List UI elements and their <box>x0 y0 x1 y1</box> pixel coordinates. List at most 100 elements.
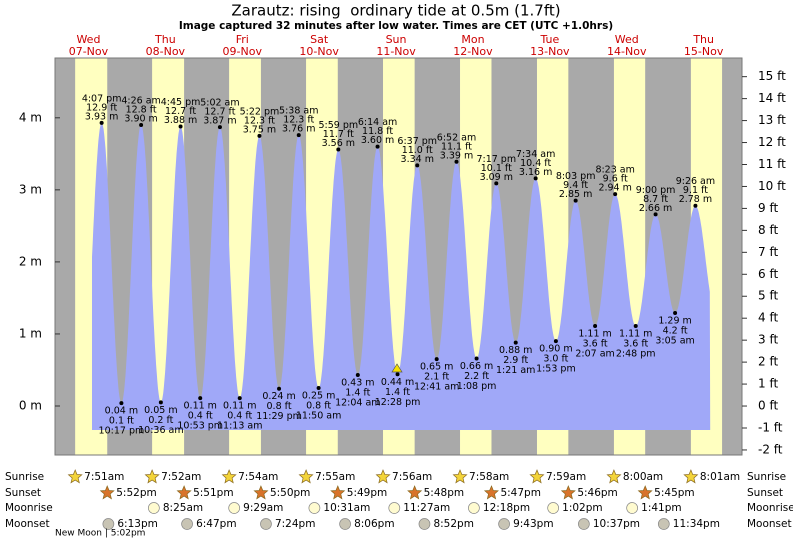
tide-point <box>99 120 104 125</box>
tide-height: 2.78 m <box>679 194 712 205</box>
almanac-time: 5:49pm <box>347 487 387 499</box>
almanac-time: 6:47pm <box>196 518 236 530</box>
tide-time: 8:23 am <box>595 165 634 176</box>
sunset-icon <box>560 485 576 500</box>
tide-height: 3.60 m <box>361 135 394 146</box>
tide-feet: 12.3 ft <box>283 115 314 126</box>
tide-feet: 0.2 ft <box>148 415 173 426</box>
tide-point <box>178 124 183 129</box>
sunset-icon <box>99 485 115 500</box>
almanac-time: 11:34pm <box>673 518 720 530</box>
tide-point <box>375 144 380 149</box>
almanac-time: 5:47pm <box>500 487 540 499</box>
tide-feet: 10.4 ft <box>520 158 551 169</box>
tide-point <box>277 386 282 391</box>
almanac-row-label: Moonrise <box>5 502 53 514</box>
tide-time: 10:36 am <box>138 425 183 436</box>
day-weekday: Thu <box>154 33 176 46</box>
tide-height: 3.09 m <box>480 172 513 183</box>
sunrise-icon <box>529 469 545 484</box>
y2-tick-label: 2 ft <box>758 355 778 369</box>
y2-tick-label: 12 ft <box>758 135 786 149</box>
tide-time: 1:21 am <box>496 365 535 376</box>
almanac-row-label: Sunrise <box>5 471 44 483</box>
y2-tick-label: -1 ft <box>758 420 783 434</box>
y2-tick-label: 9 ft <box>758 201 778 215</box>
tide-height: 1.11 m <box>578 329 611 340</box>
y2-tick-label: 3 ft <box>758 333 778 347</box>
day-date: 07-Nov <box>69 45 109 58</box>
tide-point <box>513 340 518 345</box>
day-weekday: Tue <box>539 33 559 46</box>
tide-height: 2.66 m <box>639 203 672 214</box>
tide-point <box>217 125 222 130</box>
tide-time: 5:22 pm <box>240 106 280 117</box>
tide-feet: 0.8 ft <box>306 400 331 411</box>
almanac-time: 8:00am <box>623 471 663 483</box>
tide-time: 5:38 am <box>279 106 318 117</box>
y2-tick-label: 5 ft <box>758 289 778 303</box>
day-date: 08-Nov <box>146 45 186 58</box>
tide-feet: 3.0 ft <box>543 354 568 365</box>
tide-feet: 3.6 ft <box>583 339 608 350</box>
tide-point <box>553 339 558 344</box>
tide-time: 11:50 am <box>296 410 341 421</box>
tide-point <box>395 372 400 377</box>
tide-point <box>494 181 499 186</box>
tide-point <box>139 123 144 128</box>
tide-feet: 9.4 ft <box>563 180 588 191</box>
almanac-time: 5:46pm <box>577 487 617 499</box>
tide-time: 10:53 pm <box>177 421 223 432</box>
tide-time: 5:59 pm <box>319 120 359 131</box>
tide-feet: 2.1 ft <box>424 372 449 383</box>
tide-time: 12:28 pm <box>375 397 421 408</box>
almanac-time: 12:18pm <box>483 502 530 514</box>
almanac-row-label: Moonset <box>5 518 50 530</box>
tide-time: 10:17 pm <box>99 426 145 437</box>
tide-feet: 0.1 ft <box>109 416 134 427</box>
almanac-time: 5:52pm <box>116 487 156 499</box>
almanac-row-label: Moonrise <box>747 502 793 514</box>
tide-height: 3.16 m <box>519 167 552 178</box>
y-tick-label: 3 m <box>19 182 42 196</box>
tide-height: 1.29 m <box>658 316 691 327</box>
day-weekday: Wed <box>76 33 100 46</box>
sunset-icon <box>176 485 192 500</box>
day-date: 15-Nov <box>684 45 724 58</box>
almanac-row-label: Sunset <box>5 487 41 499</box>
day-date: 13-Nov <box>530 45 570 58</box>
sunset-icon <box>407 485 423 500</box>
tide-feet: 12.8 ft <box>126 105 157 116</box>
plot-border <box>54 57 743 456</box>
tide-height: 0.44 m <box>381 377 414 388</box>
day-weekday: Sat <box>310 33 329 46</box>
tide-height: 3.88 m <box>164 115 197 126</box>
y-tick-label: 0 m <box>19 399 42 413</box>
tide-time: 4:45 pm <box>161 97 201 108</box>
tide-height: 0.90 m <box>539 344 572 355</box>
tide-point <box>257 133 262 138</box>
tide-time: 8:03 pm <box>556 171 596 182</box>
y2-tick-label: 11 ft <box>758 157 786 171</box>
tide-point <box>316 385 321 390</box>
tide-height: 3.90 m <box>124 114 157 125</box>
tide-height: 0.88 m <box>499 345 532 356</box>
tide-height: 0.11 m <box>184 401 217 412</box>
tide-time: 6:37 pm <box>397 136 437 147</box>
tide-time: 11:29 pm <box>256 411 302 422</box>
y2-tick-label: 13 ft <box>758 113 786 127</box>
tide-time: 4:26 am <box>121 96 160 107</box>
moonrise-icon <box>468 502 480 514</box>
tide-feet: 3.6 ft <box>623 339 648 350</box>
moonrise-icon <box>626 502 638 514</box>
day-date: 10-Nov <box>299 45 339 58</box>
current-marker <box>391 363 403 373</box>
sunrise-icon <box>298 469 314 484</box>
tide-feet: 12.7 ft <box>204 107 235 118</box>
tide-feet: 0.4 ft <box>188 411 213 422</box>
tide-height: 0.25 m <box>302 390 335 401</box>
tide-point <box>158 400 163 405</box>
tide-height: 3.75 m <box>243 124 276 135</box>
almanac-time: 7:52am <box>161 471 201 483</box>
tide-point <box>296 133 301 138</box>
